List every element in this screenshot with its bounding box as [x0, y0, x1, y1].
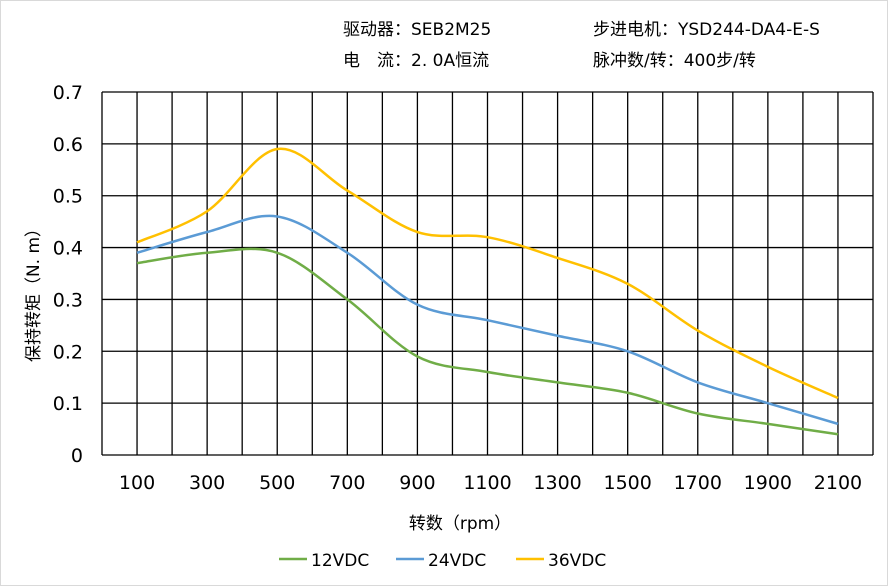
y-tick-label: 0.7 — [53, 82, 83, 104]
legend-label-24VDC: 24VDC — [428, 551, 486, 571]
x-tick-label: 2100 — [814, 472, 862, 494]
series-line-24VDC — [136, 214, 839, 426]
x-tick-label: 500 — [259, 472, 295, 494]
x-tick-label: 100 — [119, 472, 155, 494]
x-tick-label: 1700 — [674, 472, 722, 494]
driver-label: 驱动器：SEB2M25 — [343, 20, 492, 40]
legend-label-12VDC: 12VDC — [311, 551, 369, 571]
x-tick-label: 1300 — [533, 472, 581, 494]
x-tick-label: 300 — [189, 472, 225, 494]
series-line-12VDC — [136, 247, 839, 436]
y-tick-label: 0.2 — [53, 341, 83, 363]
x-axis-label: 转数（rpm） — [409, 514, 511, 534]
motor-label: 步进电机：YSD244-DA4-E-S — [593, 20, 820, 40]
y-tick-label: 0.5 — [53, 186, 83, 208]
pulses-label: 脉冲数/转：400步/转 — [593, 51, 756, 71]
y-tick-label: 0.6 — [53, 134, 83, 156]
x-tick-label: 1100 — [463, 472, 511, 494]
y-tick-label: 0.3 — [53, 289, 83, 311]
x-tick-label: 1900 — [744, 472, 792, 494]
y-tick-label: 0.1 — [53, 393, 83, 415]
y-tick-label: 0 — [71, 445, 83, 467]
series-line-36VDC — [136, 147, 839, 400]
current-label: 电 流：2. 0A恒流 — [343, 51, 490, 71]
y-tick-label: 0.4 — [53, 238, 83, 260]
x-tick-label: 1500 — [604, 472, 652, 494]
legend-label-36VDC: 36VDC — [548, 551, 606, 571]
y-axis-label: 保持转矩（N. m） — [24, 220, 44, 362]
x-tick-label: 900 — [399, 472, 435, 494]
x-tick-label: 700 — [329, 472, 365, 494]
